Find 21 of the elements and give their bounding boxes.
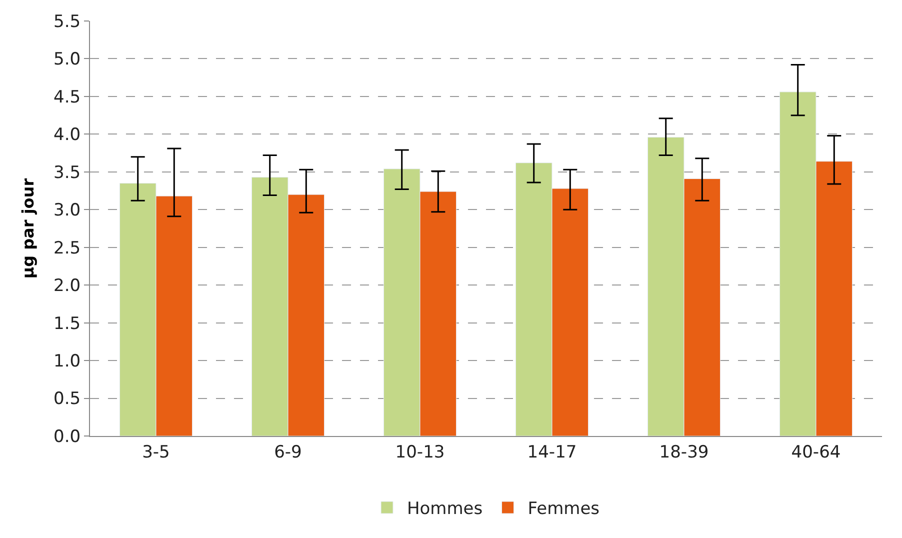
- legend-label: Hommes: [407, 499, 483, 520]
- y-tick-label: 3.0: [54, 200, 81, 221]
- x-tick-label: 14-17: [527, 442, 577, 462]
- y-tick-label: 5.5: [54, 12, 81, 32]
- legend-label: Femmes: [528, 499, 600, 520]
- y-tick-label: 2.5: [54, 238, 81, 258]
- x-tick-label: 3-5: [142, 442, 170, 462]
- y-tick-label: 0.5: [54, 389, 81, 410]
- y-tick-label: 5.0: [54, 50, 81, 70]
- y-tick-label: 1.0: [54, 352, 81, 372]
- y-tick-label: 4.5: [54, 87, 81, 108]
- y-tick-label: 1.5: [54, 314, 81, 334]
- x-tick-label: 18-39: [659, 442, 709, 462]
- y-tick-label: 0.0: [54, 426, 81, 447]
- y-tick-label: 4.0: [54, 125, 81, 146]
- y-axis-title: µg par jour: [18, 178, 38, 279]
- y-tick-label: 3.5: [54, 162, 81, 183]
- x-tick-label: 10-13: [395, 442, 445, 462]
- y-tick-label: 2.0: [54, 276, 81, 296]
- x-tick-label: 6-9: [274, 442, 302, 462]
- x-tick-label: 40-64: [791, 442, 841, 462]
